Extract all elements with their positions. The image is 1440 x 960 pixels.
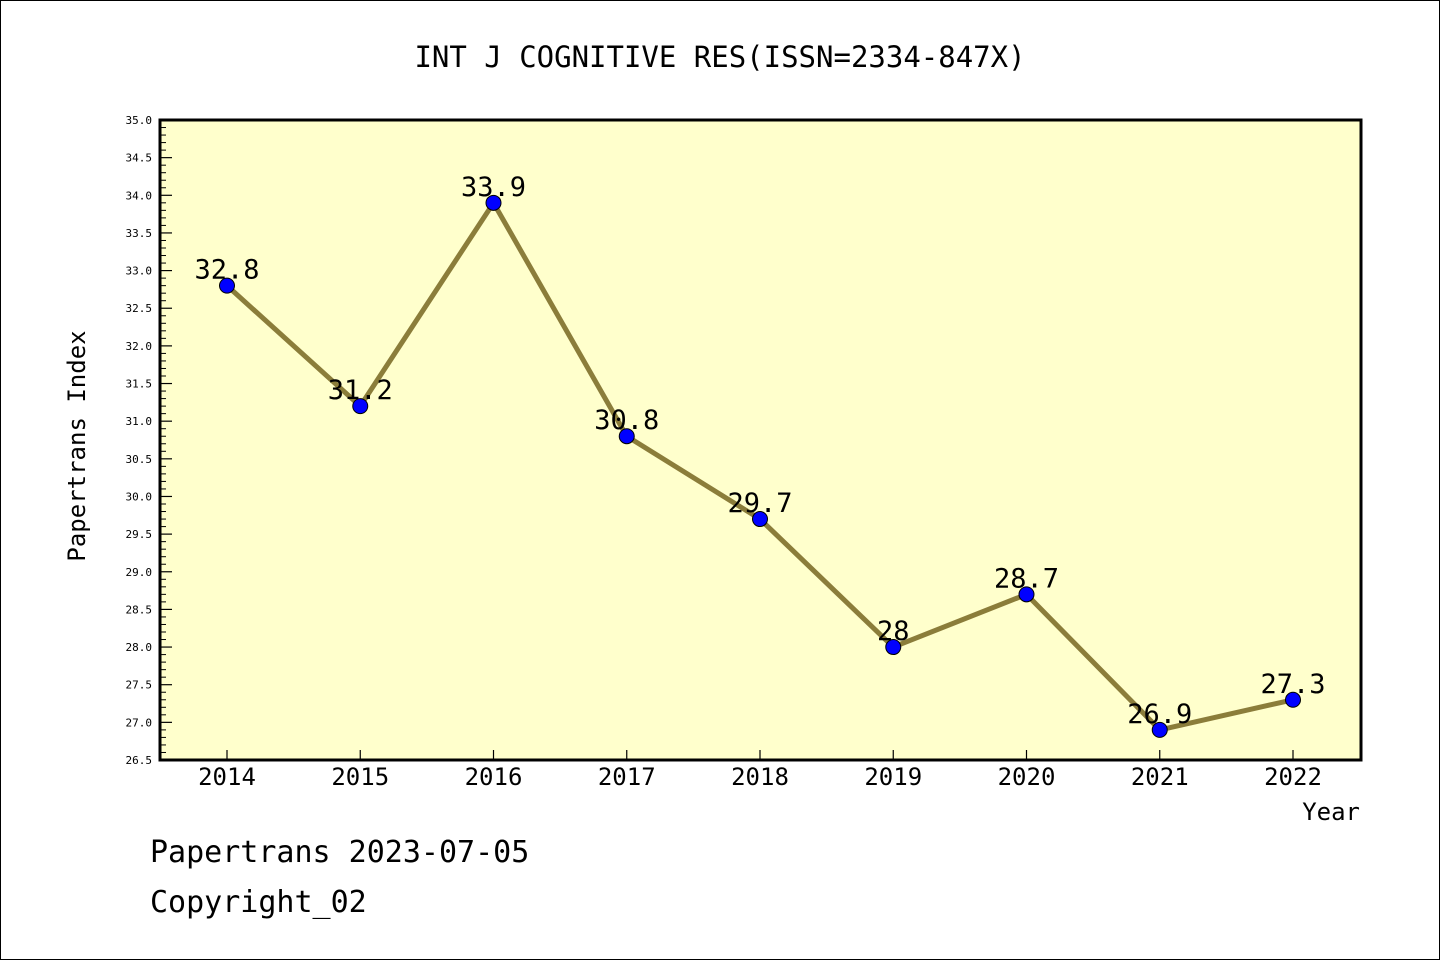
y-tick-label: 29.5	[126, 528, 153, 541]
y-axis-label: Papertrans Index	[63, 330, 91, 561]
data-point	[885, 639, 902, 656]
y-tick-label: 33.0	[126, 265, 153, 278]
y-tick-label: 29.0	[126, 566, 153, 579]
y-tick-label: 30.0	[126, 490, 153, 503]
y-tick-label: 34.0	[126, 189, 153, 202]
x-axis-label: Year	[1302, 798, 1360, 826]
data-label: 29.7	[727, 488, 792, 519]
data-label: 28.7	[994, 563, 1059, 594]
marker-group	[219, 194, 1301, 738]
data-label: 28	[877, 616, 910, 647]
data-label: 26.9	[1127, 699, 1192, 730]
data-point	[485, 194, 502, 211]
y-tick-label: 33.5	[126, 227, 153, 240]
y-tick-label: 34.5	[126, 152, 153, 165]
y-tick-label: 26.5	[126, 754, 153, 767]
y-tick-label: 27.0	[126, 716, 153, 729]
data-point	[1285, 691, 1301, 708]
x-tick-label: 2015	[331, 763, 389, 791]
x-tick-label: 2020	[998, 763, 1056, 791]
x-tick-label: 2019	[864, 763, 922, 791]
y-tick-label: 28.0	[126, 641, 153, 654]
x-axis: 2014 2015 2016 2017 2018 2019 2020 2021 2022	[198, 750, 1322, 791]
data-point	[219, 277, 235, 294]
chart-title: INT J COGNITIVE RES(ISSN=2334-847X)	[414, 40, 1025, 74]
data-label: 27.3	[1260, 669, 1325, 700]
footer-copyright: Copyright_02	[150, 885, 367, 920]
y-tick-label: 31.5	[126, 378, 153, 391]
y-tick-label: 31.0	[126, 415, 153, 428]
x-tick-label: 2018	[731, 763, 789, 791]
data-point	[352, 398, 369, 415]
x-tick-label: 2021	[1131, 763, 1189, 791]
data-label: 31.2	[328, 375, 393, 406]
y-tick-label: 32.5	[126, 302, 153, 315]
data-label-group: 32.8 31.2 33.9 30.8 29.7 28 28.7 26.9 27.3	[194, 172, 1325, 730]
y-tick-label: 28.5	[126, 603, 153, 616]
x-tick-label: 2014	[198, 763, 256, 791]
data-label: 32.8	[194, 255, 259, 286]
x-tick-label: 2016	[465, 763, 523, 791]
data-point	[618, 428, 635, 445]
data-point	[1018, 586, 1035, 603]
y-tick-label: 27.5	[126, 679, 153, 692]
y-tick-label: 30.5	[126, 453, 153, 466]
y-tick-label: 35.0	[126, 114, 153, 127]
x-tick-label: 2022	[1264, 763, 1322, 791]
data-label: 30.8	[594, 405, 659, 436]
y-tick-label: 32.0	[126, 340, 153, 353]
data-point	[1151, 721, 1168, 738]
data-point	[752, 511, 768, 528]
plot-area	[158, 118, 1363, 762]
data-label: 33.9	[461, 172, 526, 203]
y-axis: 26.5 27.0 27.5 28.0 28.5 29.0 29.5 30.0 30.5 31.0…	[126, 114, 172, 767]
footer-date: Papertrans 2023-07-05	[150, 835, 530, 870]
x-tick-label: 2017	[598, 763, 656, 791]
